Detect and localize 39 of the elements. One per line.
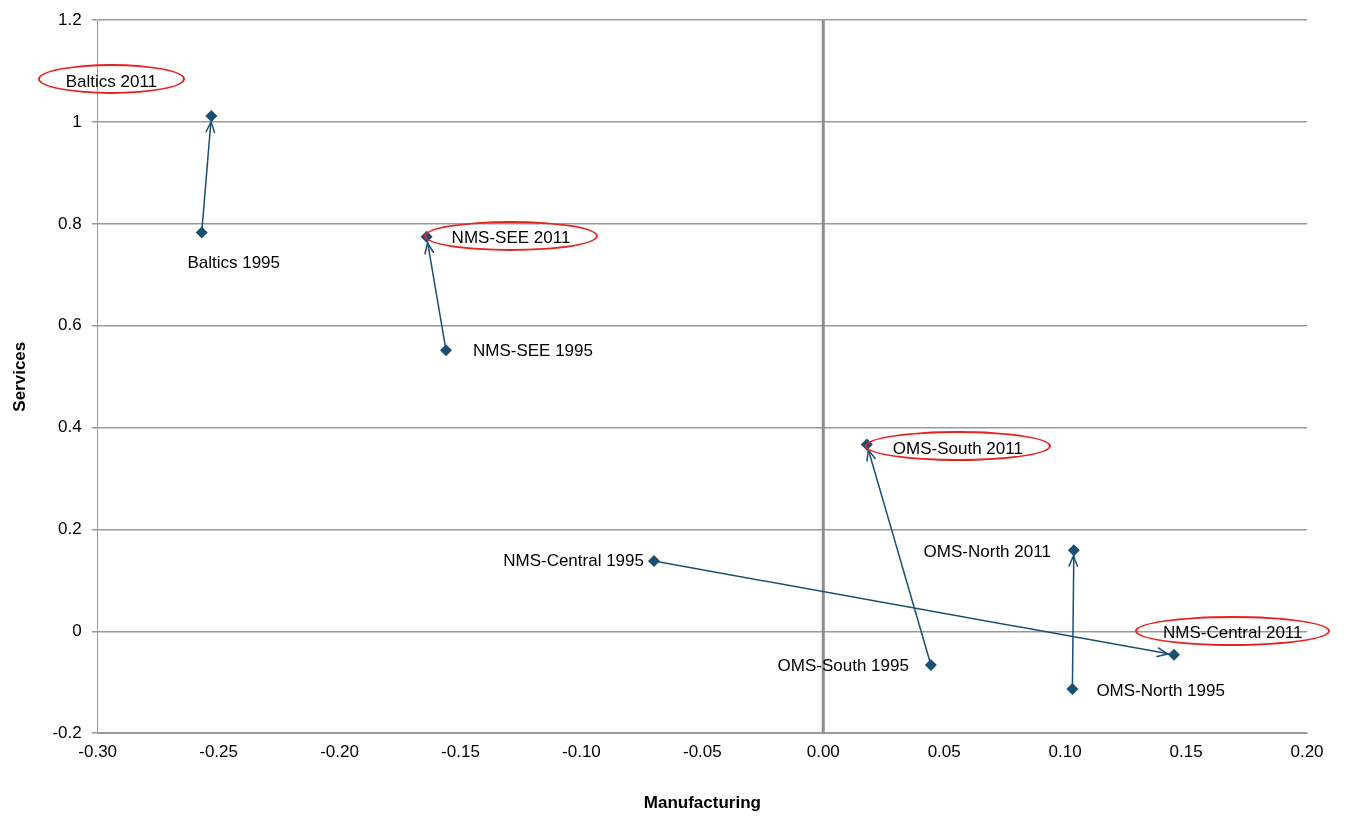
annotation: Baltics 1995	[187, 253, 281, 273]
annotation: OMS-North 2011	[923, 542, 1051, 562]
x-tick-label: 0.10	[1048, 742, 1082, 762]
x-tick-label: -0.30	[78, 742, 118, 762]
annotation: NMS-SEE 1995	[472, 340, 593, 360]
point	[647, 555, 660, 568]
point	[1066, 682, 1079, 695]
x-tick-label: -0.25	[199, 742, 238, 762]
x-tick-label: -0.20	[320, 742, 359, 762]
annotation: NMS-Central 1995	[503, 550, 644, 570]
y-tick-label: 0	[72, 621, 82, 641]
y-tick-label: 0.6	[58, 315, 82, 335]
annotation: NMS-SEE 2011	[451, 228, 571, 248]
y-tick-label: 0.2	[58, 519, 82, 539]
annotation: OMS-South 2011	[892, 439, 1023, 459]
x-tick-label: -0.10	[562, 742, 601, 762]
y-tick-label: 0.4	[58, 417, 82, 437]
point	[195, 226, 208, 239]
y-tick-label: 1.2	[58, 9, 82, 29]
x-tick-label: 0.20	[1290, 742, 1324, 762]
annotation: OMS-South 1995	[777, 655, 909, 675]
y-tick-label: -0.2	[52, 722, 82, 742]
annotation: Baltics 2011	[65, 71, 158, 91]
x-tick-label: 0.05	[927, 742, 961, 762]
x-axis-title: Manufacturing	[643, 793, 761, 813]
y-tick-label: 0.8	[58, 213, 82, 233]
point	[439, 344, 452, 357]
point	[1067, 544, 1080, 557]
point	[924, 658, 937, 671]
point	[205, 109, 218, 122]
y-tick-label: 1	[72, 111, 82, 131]
annotation: OMS-North 1995	[1096, 680, 1225, 700]
x-tick-label: -0.05	[682, 742, 722, 762]
x-tick-label: -0.15	[441, 742, 480, 762]
point	[1167, 648, 1180, 661]
x-tick-label: 0.00	[806, 742, 840, 762]
y-axis-title: Services	[9, 341, 29, 412]
x-tick-label: 0.15	[1169, 742, 1203, 762]
annotation: NMS-Central 2011	[1162, 623, 1303, 643]
